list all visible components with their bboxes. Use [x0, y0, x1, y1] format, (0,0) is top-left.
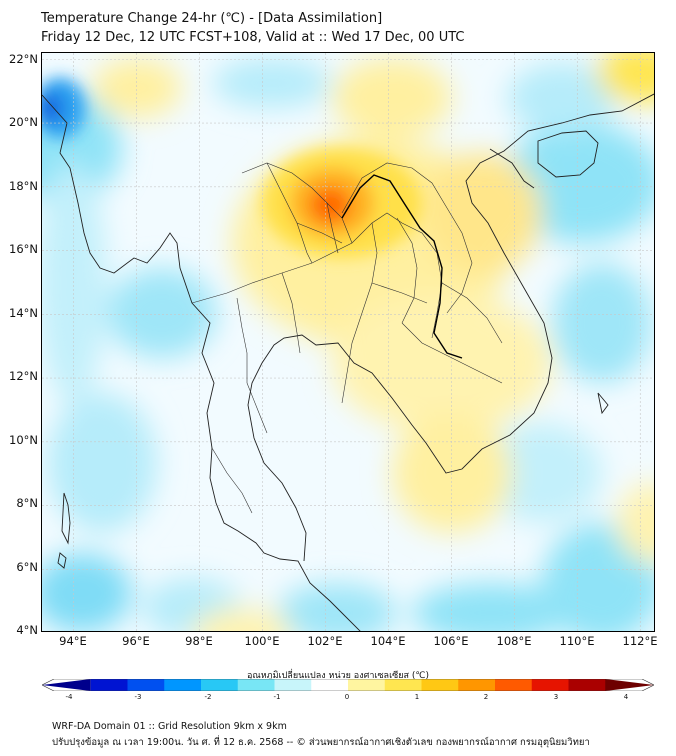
colorbar-tick: -4	[65, 693, 73, 701]
footer-credit: ปรับปรุงข้อมูล ณ เวลา 19:00น. วัน ศ. ที่…	[52, 737, 590, 748]
colorbar-tick: 2	[483, 693, 489, 701]
colorbar-cell	[348, 679, 386, 691]
temperature-field	[42, 53, 654, 631]
coastlines	[42, 93, 654, 631]
lat-tick: 8°N	[16, 496, 38, 510]
lon-tick: 96°E	[122, 634, 150, 648]
lon-tick: 106°E	[433, 634, 469, 648]
map-gridlines	[42, 53, 654, 631]
colorbar-cell	[568, 679, 606, 691]
lon-tick: 100°E	[244, 634, 280, 648]
colorbar-cell	[311, 679, 349, 691]
colorbar	[42, 679, 654, 691]
colorbar-tick: 0	[344, 693, 350, 701]
colorbar-tick: 4	[623, 693, 629, 701]
colorbar-tick: -1	[273, 693, 281, 701]
admin-boundaries	[191, 162, 503, 514]
colorbar-cell	[164, 679, 202, 691]
lon-tick: 98°E	[185, 634, 213, 648]
lon-tick: 94°E	[59, 634, 87, 648]
lat-tick: 18°N	[9, 179, 38, 193]
lon-tick: 108°E	[496, 634, 532, 648]
colorbar-cell	[90, 679, 129, 691]
colorbar-cell	[605, 679, 654, 691]
lat-tick: 20°N	[9, 115, 38, 129]
lon-tick: 110°E	[559, 634, 595, 648]
colorbar-tick: -3	[134, 693, 142, 701]
colorbar-tick: 3	[553, 693, 559, 701]
lat-tick: 12°N	[9, 369, 38, 383]
lat-tick: 6°N	[16, 560, 38, 574]
colorbar-cell	[127, 679, 165, 691]
lon-tick: 112°E	[622, 634, 658, 648]
country-borders	[341, 174, 463, 359]
lat-tick: 16°N	[9, 242, 38, 256]
colorbar-cell	[384, 679, 423, 691]
lat-tick: 10°N	[9, 433, 38, 447]
lat-tick: 4°N	[16, 623, 38, 637]
map-canvas	[42, 53, 654, 631]
temperature-map	[41, 52, 655, 632]
colorbar-tick: 1	[414, 693, 420, 701]
colorbar-cell	[42, 679, 91, 691]
colorbar-cell	[274, 679, 312, 691]
lon-tick: 104°E	[370, 634, 406, 648]
colorbar-cell	[531, 679, 570, 691]
colorbar-cell	[201, 679, 239, 691]
colorbar-cell	[495, 679, 533, 691]
map-subtitle: Friday 12 Dec, 12 UTC FCST+108, Valid at…	[41, 30, 465, 45]
colorbar-cell	[458, 679, 496, 691]
lon-tick: 102°E	[307, 634, 343, 648]
lat-tick: 14°N	[9, 306, 38, 320]
map-title: Temperature Change 24-hr (℃) - [Data Ass…	[41, 11, 383, 26]
colorbar-tick: -2	[204, 693, 212, 701]
lat-tick: 22°N	[9, 52, 38, 66]
footer-model-info: WRF-DA Domain 01 :: Grid Resolution 9km …	[52, 721, 287, 732]
colorbar-cell	[237, 679, 276, 691]
colorbar-title: อุณหภูมิเปลี่ยนแปลง หน่วย องศาเซลเซียส (…	[246, 671, 430, 681]
colorbar-cell	[421, 679, 459, 691]
